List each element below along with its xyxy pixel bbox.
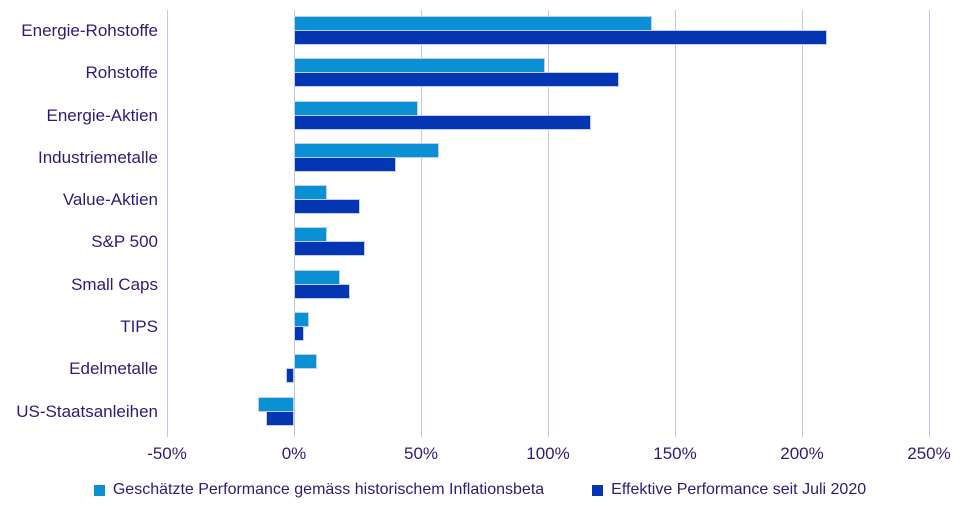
bar-estimated-performance xyxy=(294,354,317,370)
legend: Geschätzte Performance gemäss historisch… xyxy=(0,481,960,499)
chart-row: TIPS xyxy=(0,306,929,348)
bar-effective-performance xyxy=(294,326,305,342)
bar-effective-performance xyxy=(294,30,828,45)
bar-effective-performance xyxy=(294,241,366,257)
legend-label-effective: Effektive Performance seit Juli 2020 xyxy=(611,481,867,498)
x-axis-tick-label: 50% xyxy=(403,444,439,463)
x-axis-tick-label: 150% xyxy=(653,444,697,463)
x-axis-tick-label: -50% xyxy=(147,444,187,463)
bar-estimated-performance xyxy=(294,58,546,74)
bar-estimated-performance xyxy=(258,396,294,412)
bar-group xyxy=(167,95,929,137)
category-label: TIPS xyxy=(120,317,158,337)
bar-effective-performance xyxy=(286,368,294,384)
bar-effective-performance xyxy=(294,199,361,215)
chart-rows: Energie-Rohstoffe Rohstoffe Energie-Aktien… xyxy=(0,10,929,433)
bar-group xyxy=(167,137,929,179)
bar-estimated-performance xyxy=(294,16,653,31)
x-axis-tick-label: 100% xyxy=(526,444,570,463)
chart-row: Edelmetalle xyxy=(0,348,929,390)
x-axis-tick-label: 250% xyxy=(907,444,951,463)
category-label: Value-Aktien xyxy=(62,190,158,210)
category-label: S&P 500 xyxy=(91,232,158,252)
category-label: Edelmetalle xyxy=(69,359,158,379)
bar-group xyxy=(167,264,929,306)
category-label: Industriemetalle xyxy=(37,147,158,167)
bar-effective-performance xyxy=(294,283,350,299)
x-axis-tick-label: 0% xyxy=(281,444,307,463)
bar-effective-performance xyxy=(294,114,592,130)
chart-row: US-Staatsanleihen xyxy=(0,391,929,433)
legend-label-estimated: Geschätzte Performance gemäss historisch… xyxy=(112,481,545,498)
bar-estimated-performance xyxy=(294,227,328,243)
chart-row: Energie-Rohstoffe xyxy=(0,10,929,52)
bar-effective-performance xyxy=(266,410,294,426)
bar-estimated-performance xyxy=(294,142,439,158)
x-axis: -50% 0% 50% 100% 150% 200% 250% xyxy=(147,444,951,466)
category-label: Energie-Rohstoffe xyxy=(21,21,158,40)
bar-estimated-performance xyxy=(294,312,310,328)
category-label: Energie-Aktien xyxy=(46,105,158,125)
bar-effective-performance xyxy=(294,72,620,88)
bar-effective-performance xyxy=(294,156,396,172)
chart-row: S&P 500 xyxy=(0,221,929,263)
legend-item-estimated: Geschätzte Performance gemäss historisch… xyxy=(93,481,545,499)
bar-group xyxy=(167,221,929,263)
bar-estimated-performance xyxy=(294,269,340,285)
x-axis-tick-label: 200% xyxy=(780,444,824,463)
bar-group xyxy=(167,52,929,94)
bar-group xyxy=(167,391,929,433)
legend-swatch-effective-icon xyxy=(592,484,604,496)
bar-group xyxy=(167,348,929,390)
bar-group xyxy=(167,179,929,221)
gridline xyxy=(929,10,930,437)
chart-row: Rohstoffe xyxy=(0,52,929,94)
legend-swatch-estimated-icon xyxy=(93,484,105,496)
category-label: Rohstoffe xyxy=(85,63,158,83)
bar-group xyxy=(167,10,929,52)
bar-estimated-performance xyxy=(294,185,328,201)
category-label: US-Staatsanleihen xyxy=(16,401,158,421)
category-label: Small Caps xyxy=(71,274,158,294)
legend-item-effective: Effektive Performance seit Juli 2020 xyxy=(592,481,866,499)
chart-row: Industriemetalle xyxy=(0,137,929,179)
chart-row: Small Caps xyxy=(0,264,929,306)
chart-row: Value-Aktien xyxy=(0,179,929,221)
chart-row: Energie-Aktien xyxy=(0,95,929,137)
bar-group xyxy=(167,306,929,348)
bar-estimated-performance xyxy=(294,100,419,116)
